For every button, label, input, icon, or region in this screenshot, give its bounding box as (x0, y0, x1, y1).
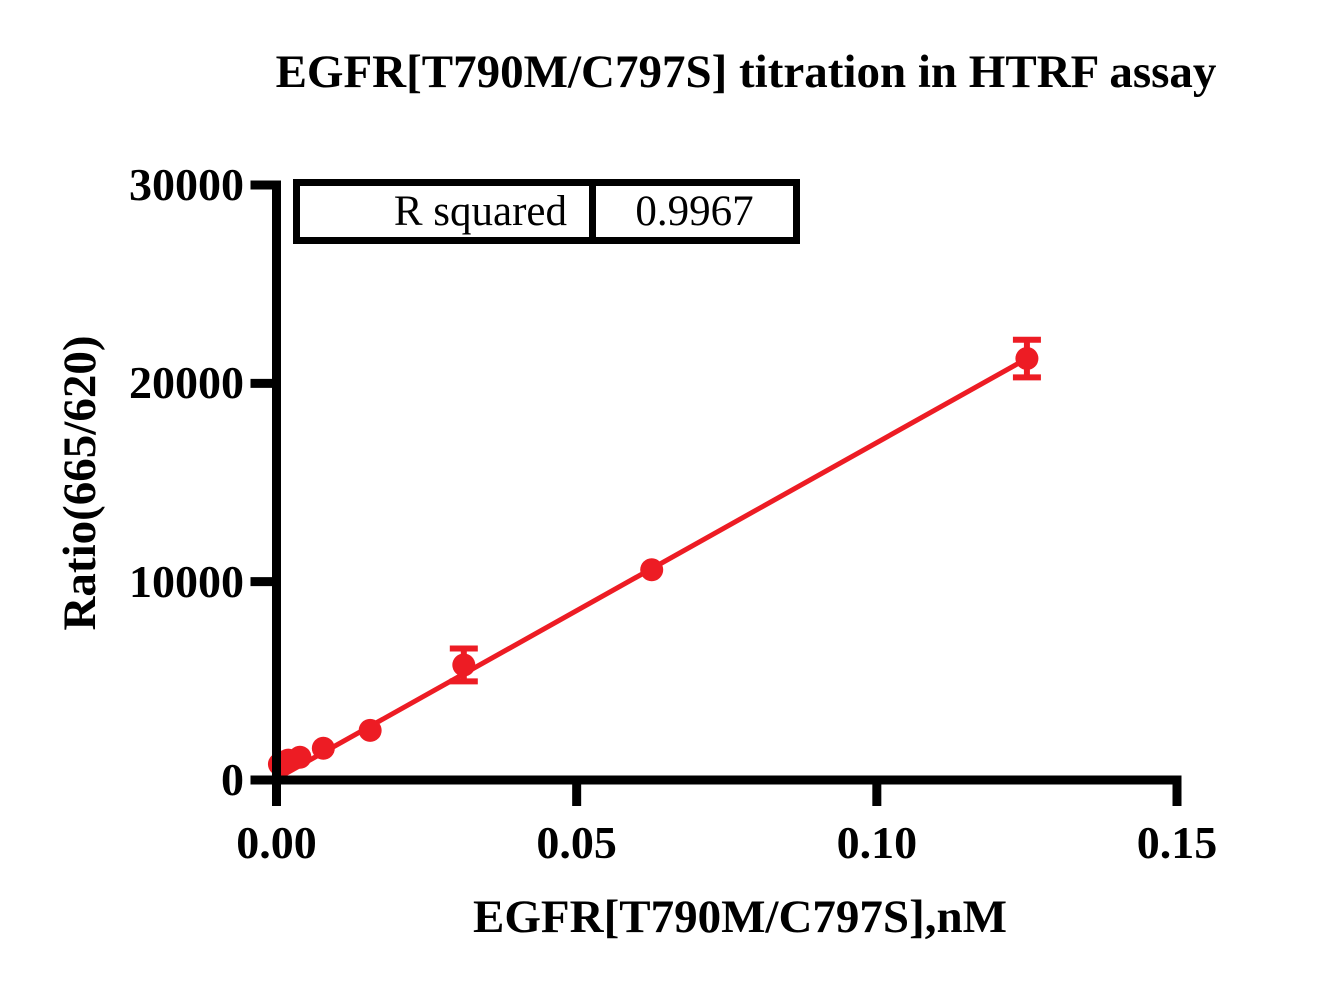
data-point (1015, 347, 1039, 371)
data-point (311, 736, 335, 760)
r-squared-value: 0.9967 (635, 188, 754, 235)
data-point (288, 745, 312, 769)
y-axis-label: Ratio(665/620) (54, 335, 106, 631)
x-tick-label: 0.00 (236, 817, 317, 868)
y-tick-label: 0 (221, 754, 244, 805)
r-squared-label: R squared (300, 186, 596, 237)
x-tick-label: 0.15 (1136, 817, 1218, 868)
y-tick-label: 20000 (129, 357, 244, 409)
data-point (640, 558, 664, 582)
data-point (452, 653, 476, 677)
chart-title: EGFR[T790M/C797S] titration in HTRF assa… (275, 46, 1217, 98)
y-tick-label: 10000 (129, 555, 244, 607)
x-tick-label: 0.05 (536, 817, 617, 868)
data-point (358, 718, 382, 742)
r-squared-table: R squared 0.9967 (293, 179, 800, 244)
x-tick-label: 0.10 (836, 817, 918, 868)
x-axis-label: EGFR[T790M/C797S],nM (473, 891, 1007, 943)
y-tick-label: 30000 (129, 159, 244, 210)
